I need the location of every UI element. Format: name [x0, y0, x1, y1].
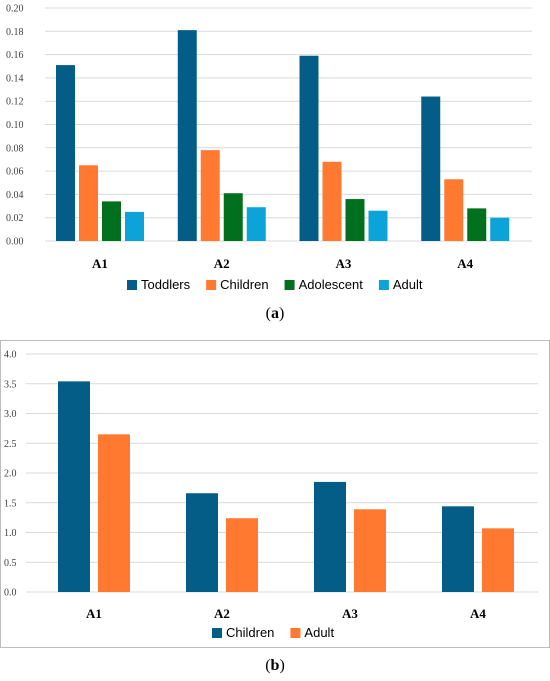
y-tick-label: 0.00 [6, 237, 24, 248]
y-tick-label: 4.0 [4, 350, 17, 361]
legend-label-adult: Adult [304, 625, 334, 640]
y-tick-label: 0.12 [6, 97, 24, 108]
bar-adolescent-a3 [345, 199, 365, 241]
x-category-label: A2 [214, 256, 230, 271]
y-tick-label: 0.08 [6, 143, 24, 154]
y-tick-label: 0.06 [6, 167, 24, 178]
bar-toddlers-a3 [299, 55, 319, 241]
y-tick-label: 3.5 [4, 379, 17, 390]
legend-swatch-adult [290, 628, 301, 638]
legend-label-children: Children [226, 625, 274, 640]
legend-swatch-adult [378, 280, 389, 290]
bar-adult-a4 [482, 528, 514, 592]
y-tick-label: 3.0 [4, 409, 17, 420]
x-category-label: A1 [86, 606, 102, 621]
x-category-label: A4 [457, 256, 473, 271]
legend-label-children: Children [220, 277, 268, 292]
bar-adult-a3 [354, 509, 386, 592]
y-tick-label: 0.16 [6, 50, 24, 61]
y-tick-label: 0.0 [4, 588, 17, 599]
legend-swatch-toddlers [127, 280, 137, 290]
y-tick-label: 1.0 [4, 528, 17, 539]
panel-label-b-letter: b [270, 657, 280, 674]
y-tick-label: 0.18 [6, 27, 24, 38]
x-category-label: A4 [470, 606, 486, 621]
y-tick-label: 0.02 [6, 213, 24, 224]
bar-adolescent-a1 [102, 201, 121, 241]
bar-adult-a2 [226, 518, 258, 592]
bar-adult-a1 [98, 434, 130, 592]
bar-adult-a3 [368, 210, 388, 241]
y-tick-label: 2.5 [4, 439, 17, 450]
legend-swatch-children [206, 280, 217, 290]
y-tick-label: 0.10 [6, 120, 24, 131]
x-category-label: A3 [342, 606, 358, 621]
chart-b-svg: 0.0 0.5 1.0 1.5 2.0 2.5 3.0 3.5 4.0 A1 A2 A3 A4 Child… [4, 350, 538, 640]
bar-toddlers-a2 [177, 30, 197, 242]
x-category-label: A3 [336, 256, 352, 271]
bar-adult-a4 [490, 217, 510, 241]
chart-a-svg: 0.00 0.02 0.04 0.06 0.08 0.10 0.12 0.14 0.16 0.18… [6, 4, 532, 292]
bar-children-a3 [322, 161, 342, 241]
bar-toddlers-a1 [56, 65, 75, 242]
bar-children-a1 [79, 165, 98, 241]
x-category-label: A1 [92, 256, 108, 271]
bar-children-a2 [200, 150, 220, 241]
bar-children-a4 [444, 179, 464, 241]
y-tick-label: 1.5 [4, 498, 17, 509]
bar-children-a1 [58, 381, 90, 592]
panel-label-a: (a) [265, 305, 285, 322]
bar-adult-a2 [246, 207, 266, 241]
panel-label-a-letter: a [271, 305, 279, 322]
y-tick-label: 2.0 [4, 469, 17, 480]
y-tick-label: 0.20 [6, 4, 24, 15]
panel-label-b: (b) [265, 657, 285, 674]
chart-a: 0.00 0.02 0.04 0.06 0.08 0.10 0.12 0.14 0.16 0.18… [0, 0, 550, 300]
bar-adolescent-a2 [223, 193, 243, 241]
bar-adult-a1 [125, 211, 144, 241]
legend-label-adolescent: Adolescent [299, 277, 364, 292]
bar-toddlers-a4 [421, 96, 441, 241]
bar-children-a3 [314, 481, 346, 592]
x-category-label: A2 [214, 606, 230, 621]
y-tick-label: 0.5 [4, 558, 17, 569]
legend-swatch-adolescent [284, 280, 295, 290]
chart-b: 0.0 0.5 1.0 1.5 2.0 2.5 3.0 3.5 4.0 A1 A2 A3 A4 Child… [0, 340, 550, 640]
legend-swatch-children [212, 628, 222, 638]
y-tick-label: 0.04 [6, 190, 24, 201]
legend-label-adult: Adult [393, 277, 423, 292]
legend-label-toddlers: Toddlers [141, 277, 191, 292]
bar-adolescent-a4 [467, 208, 487, 241]
bar-children-a2 [186, 493, 218, 592]
y-tick-label: 0.14 [6, 73, 24, 84]
bar-children-a4 [442, 506, 474, 592]
